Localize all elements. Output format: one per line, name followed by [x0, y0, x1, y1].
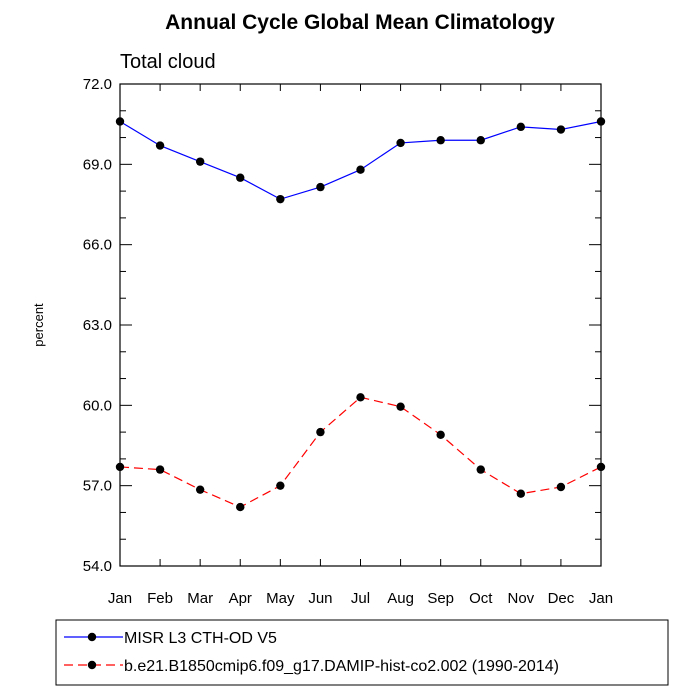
x-tick-label: Oct — [469, 590, 493, 607]
x-tick-label: Mar — [187, 590, 213, 607]
y-axis-label: percent — [31, 303, 46, 347]
series-2-point — [236, 502, 245, 512]
series-2-point — [396, 402, 405, 411]
series-line-1 — [119, 120, 602, 200]
y-tick-label: 54.0 — [83, 558, 112, 575]
series-2-point — [276, 481, 285, 490]
x-tick-label: Dec — [548, 590, 575, 607]
x-tick-label: Feb — [147, 590, 173, 607]
series-2-point — [436, 430, 445, 439]
x-tick-label: Nov — [507, 590, 534, 607]
series-1-point — [155, 141, 165, 150]
legend-marker-1 — [87, 632, 97, 642]
x-tick-label: Jun — [308, 590, 332, 607]
series-1-point — [436, 136, 445, 145]
x-tick-label: Apr — [229, 590, 252, 607]
series-line-2 — [119, 396, 602, 508]
y-tick-label: 66.0 — [83, 237, 112, 254]
legend-marker-2 — [87, 660, 97, 670]
series-1-point — [396, 138, 405, 148]
x-tick-label: May — [266, 590, 295, 607]
series-2-point — [316, 427, 325, 437]
series-1-point — [516, 122, 526, 132]
x-tick-labels: Jan Feb Mar Apr May Jun Jul Aug Sep Oct Nov Dec Jan — [108, 590, 613, 607]
y-tick-label: 57.0 — [83, 478, 112, 495]
series-2-point — [516, 489, 526, 498]
series-2-point — [476, 465, 485, 474]
series-2-point — [115, 462, 125, 472]
series-1-point — [236, 173, 245, 182]
x-tick-label: Jan — [108, 590, 132, 607]
series-2-point — [596, 462, 606, 472]
series-2-point — [556, 482, 566, 492]
series-2-point — [356, 393, 365, 402]
chart-title: Annual Cycle Global Mean Climatology — [165, 11, 555, 34]
y-tick-label: 63.0 — [83, 317, 112, 334]
series-1-point — [596, 117, 606, 126]
x-tick-label: Jul — [351, 590, 370, 607]
plot-frame — [119, 83, 602, 567]
x-tick-label: Aug — [387, 590, 414, 607]
legend: MISR L3 CTH-OD V5 b.e21.B1850cmip6.f09_g1… — [64, 630, 559, 675]
series-layer — [115, 117, 606, 512]
legend-label-2: b.e21.B1850cmip6.f09_g17.DAMIP-hist-co2.… — [124, 658, 559, 675]
series-2-point — [155, 465, 165, 474]
y-tick-label: 72.0 — [83, 76, 112, 93]
series-1-point — [115, 117, 125, 126]
chart-subtitle: Total cloud — [120, 51, 216, 73]
series-1-point — [316, 182, 325, 192]
series-1-point — [276, 194, 285, 204]
axis-ticks — [119, 83, 602, 567]
x-tick-label: Sep — [427, 590, 454, 607]
legend-box — [55, 619, 669, 686]
series-1-point — [356, 165, 365, 174]
y-tick-label: 60.0 — [83, 397, 112, 414]
y-tick-labels: 54.0 57.0 60.0 63.0 66.0 69.0 72.0 — [83, 76, 112, 575]
series-1-point — [476, 136, 485, 145]
x-tick-label: Jan — [589, 590, 613, 607]
legend-label-1: MISR L3 CTH-OD V5 — [124, 630, 277, 647]
series-1-point — [556, 125, 566, 134]
series-2-point — [195, 485, 205, 494]
series-1-point — [195, 157, 205, 166]
y-tick-label: 69.0 — [83, 156, 112, 173]
